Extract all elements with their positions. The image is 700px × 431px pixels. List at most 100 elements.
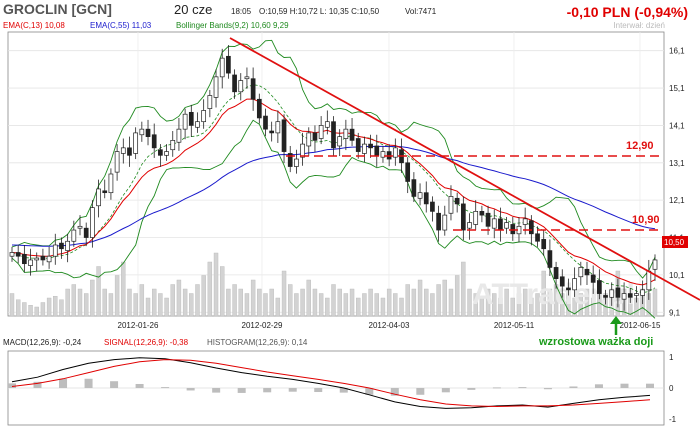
candle-body: [646, 270, 652, 291]
bollinger-middle: [11, 84, 656, 294]
candle-body: [40, 255, 46, 261]
candle-body: [213, 76, 219, 98]
last-price-tag: [662, 236, 688, 248]
macd-histogram-bar: [288, 388, 297, 392]
candle-body: [362, 143, 367, 154]
volume-bar: [114, 275, 120, 317]
candle-body: [430, 201, 435, 212]
volume-bar: [145, 297, 151, 317]
candle-body: [300, 143, 305, 158]
candle-body: [436, 212, 441, 231]
candle-body: [578, 267, 584, 278]
volume-bars: [9, 252, 658, 317]
candle-body: [22, 253, 27, 265]
volume-bar: [318, 293, 324, 317]
volume-bar: [152, 288, 157, 317]
candle-body: [535, 233, 540, 242]
candle-body: [609, 289, 615, 298]
candle-body: [226, 55, 231, 74]
candle-body: [541, 239, 547, 250]
volume-bar: [374, 293, 379, 317]
y-tick-label: 15,1: [669, 84, 685, 93]
volume-bar: [28, 305, 33, 317]
candle-body: [442, 214, 448, 231]
x-tick-label: 2012-04-03: [369, 321, 410, 330]
candle-body: [454, 197, 460, 205]
macd-histogram-bar: [569, 386, 578, 388]
legend-ema55: EMA(C,55) 11,03: [90, 21, 152, 30]
candle-body: [83, 227, 89, 238]
volume-bar: [572, 297, 577, 317]
macd-panel: 1 0 -1: [8, 353, 677, 424]
volume-bar: [454, 275, 460, 317]
date-axis: 2012-01-26 2012-02-29 2012-04-03 2012-05-11…: [118, 321, 661, 330]
candle-body: [324, 121, 330, 128]
volume-bar: [133, 293, 138, 317]
candle-body: [634, 293, 639, 296]
volume-bar: [362, 293, 367, 317]
candle-body: [411, 179, 417, 197]
candle-body: [232, 74, 237, 93]
candle-body: [448, 196, 454, 214]
volume-bar: [399, 297, 404, 317]
price-axis: 16,115,114,113,112,111,110,19,1: [669, 47, 685, 318]
volume-bar: [226, 288, 231, 317]
candle-body: [485, 212, 491, 227]
volume-bar: [232, 284, 237, 317]
candle-body: [145, 128, 151, 137]
volume-bar: [189, 293, 194, 317]
volume-bar: [492, 293, 497, 317]
candle-body: [108, 173, 114, 194]
volume-bar: [220, 266, 225, 317]
volume-bar: [139, 284, 145, 317]
macd-histogram-bar: [492, 387, 501, 389]
volume-bar: [522, 288, 528, 317]
macd-histogram-bar: [186, 388, 195, 391]
candle-body: [467, 222, 472, 229]
volume-bar: [473, 293, 478, 317]
candle-body: [114, 151, 120, 173]
candle-body: [158, 149, 163, 156]
candle-body: [566, 287, 571, 291]
candle-body: [176, 128, 182, 143]
volume-bar: [337, 288, 342, 317]
candle-body: [504, 222, 509, 229]
candle-body: [90, 207, 95, 238]
candle-body: [318, 125, 324, 139]
volume-bar: [46, 297, 52, 317]
macd-legend: MACD(12,26,9): -0,24: [3, 338, 82, 347]
volume-bar: [343, 293, 349, 317]
candle-body: [528, 220, 534, 235]
candle-body: [275, 121, 281, 134]
volume-bar: [164, 297, 169, 317]
volume-bar: [34, 306, 39, 317]
candle-body: [238, 80, 244, 93]
volume-bar: [417, 279, 423, 317]
candle-body: [498, 218, 503, 231]
bollinger-bands: [11, 39, 656, 319]
signal-legend: SIGNAL(12,26,9): -0,38: [104, 338, 189, 347]
candle-body: [170, 140, 176, 151]
volume-bar: [448, 288, 454, 317]
volume-bar: [269, 288, 274, 317]
candle-body: [417, 192, 423, 199]
candle-body: [405, 162, 411, 182]
volume-bar: [257, 288, 262, 317]
candle-body: [423, 192, 429, 205]
x-tick-label: 2012-01-26: [118, 321, 159, 330]
candle-body: [77, 225, 83, 229]
candle-body: [380, 151, 386, 158]
macd-histogram-bar: [646, 383, 654, 388]
volume-bar: [349, 288, 355, 317]
candle-body: [652, 259, 658, 270]
y-tick-label: 16,1: [669, 47, 685, 56]
candle-body: [182, 113, 188, 130]
candle-body: [151, 134, 157, 149]
volume-bar: [244, 293, 250, 317]
volume-bar: [547, 288, 553, 317]
candle-body: [392, 147, 398, 158]
volume-bar: [71, 284, 77, 317]
candle-body: [621, 293, 627, 300]
candle-body: [164, 151, 169, 156]
